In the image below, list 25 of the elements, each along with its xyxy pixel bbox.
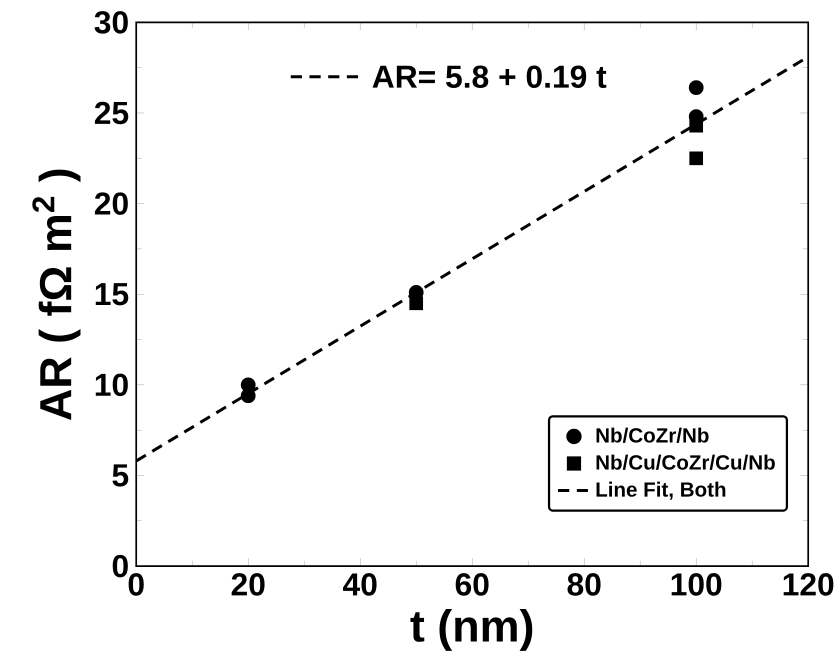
y-tick-label: 10 xyxy=(96,374,128,396)
point xyxy=(409,296,424,310)
y-axis-title: AR ( fΩ m$^{2}$ ) xyxy=(32,170,80,420)
annotation: AR= 5.8 + 0.19 t xyxy=(372,66,606,88)
x-tick-label: 80 xyxy=(568,573,601,596)
x-tick-label: 0 xyxy=(128,573,144,596)
x-tick-label: 100 xyxy=(672,573,722,596)
point xyxy=(689,151,704,166)
legend-label: Line Fit, Both xyxy=(596,482,726,500)
y-tick-label: 15 xyxy=(96,283,128,306)
y-tick-label: 0 xyxy=(112,554,128,578)
point xyxy=(688,80,704,96)
y-tick-label: 30 xyxy=(94,11,128,34)
x-tick-label: 60 xyxy=(456,573,489,596)
point xyxy=(689,118,704,133)
y-tick-label: 5 xyxy=(112,464,128,487)
point xyxy=(240,388,256,404)
x-tick-label: 40 xyxy=(342,573,377,596)
y-tick-label: 25 xyxy=(94,102,128,124)
legend-label: Nb/Cu/CoZr/Cu/Nb xyxy=(596,454,775,470)
x-tick-label: 120 xyxy=(784,573,834,596)
x-tick-label: 20 xyxy=(232,573,265,596)
x-axis-title: t (nm) xyxy=(410,609,532,651)
legend-label: Nb/CoZr/Nb xyxy=(596,428,709,443)
y-tick-label: 20 xyxy=(94,192,128,215)
